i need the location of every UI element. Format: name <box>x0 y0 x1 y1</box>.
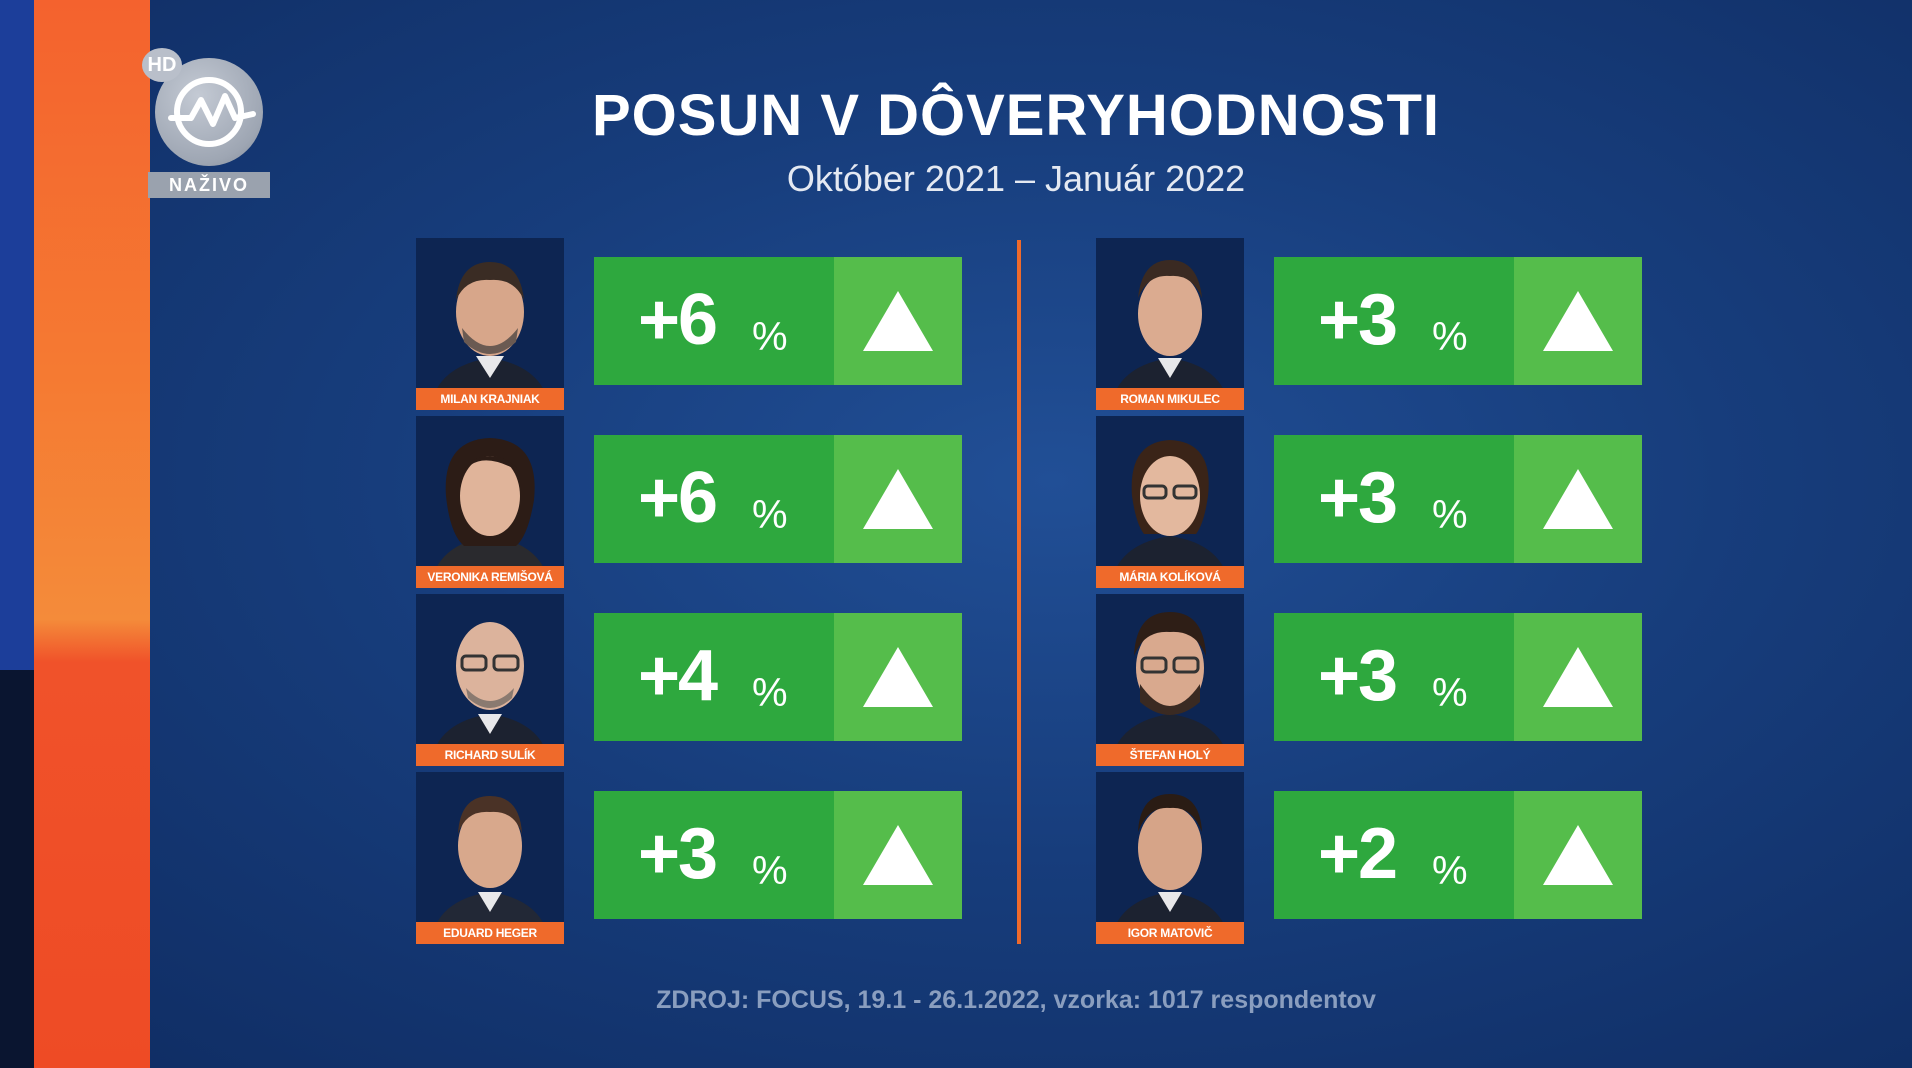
orange-side-bar <box>34 0 150 1068</box>
trend-box <box>834 613 962 741</box>
person-silhouette-icon <box>430 438 550 588</box>
column-divider <box>1017 240 1021 944</box>
value-number: +6 <box>638 280 718 360</box>
value-number: +6 <box>638 458 718 538</box>
person-silhouette-icon <box>1110 260 1230 410</box>
up-arrow-icon <box>1543 469 1613 529</box>
trend-box <box>834 791 962 919</box>
up-arrow-icon <box>1543 291 1613 351</box>
person-photo: MÁRIA KOLÍKOVÁ <box>1096 416 1244 588</box>
trend-box <box>1514 613 1642 741</box>
person-name: ROMAN MIKULEC <box>1096 388 1244 410</box>
value-box: +2 % <box>1274 791 1514 919</box>
person-silhouette-icon <box>1110 794 1230 944</box>
up-arrow-icon <box>1543 647 1613 707</box>
channel-logo-circle <box>155 58 263 166</box>
value-number: +3 <box>1318 636 1398 716</box>
person-name: VERONIKA REMIŠOVÁ <box>416 566 564 588</box>
value-number: +3 <box>1318 458 1398 538</box>
person-photo: VERONIKA REMIŠOVÁ <box>416 416 564 588</box>
value-box: +6 % <box>594 435 834 563</box>
person-photo: ROMAN MIKULEC <box>1096 238 1244 410</box>
markiza-wave-icon <box>168 77 256 147</box>
up-arrow-icon <box>863 825 933 885</box>
value-unit: % <box>1432 493 1468 537</box>
person-silhouette-icon <box>1110 612 1230 766</box>
value-box: +3 % <box>1274 613 1514 741</box>
left-edge-blue-strip <box>0 0 34 670</box>
person-name: EDUARD HEGER <box>416 922 564 944</box>
value-unit: % <box>752 315 788 359</box>
value-unit: % <box>752 849 788 893</box>
person-name: ŠTEFAN HOLÝ <box>1096 744 1244 766</box>
person-name: MILAN KRAJNIAK <box>416 388 564 410</box>
up-arrow-icon <box>863 647 933 707</box>
trend-box <box>1514 791 1642 919</box>
person-name: MÁRIA KOLÍKOVÁ <box>1096 566 1244 588</box>
person-photo: MILAN KRAJNIAK <box>416 238 564 410</box>
up-arrow-icon <box>1543 825 1613 885</box>
source-note: ZDROJ: FOCUS, 19.1 - 26.1.2022, vzorka: … <box>656 986 1376 1014</box>
trend-box <box>834 257 962 385</box>
person-photo: RICHARD SULÍK <box>416 594 564 766</box>
value-number: +3 <box>1318 280 1398 360</box>
value-number: +3 <box>638 814 718 894</box>
person-photo: IGOR MATOVIČ <box>1096 772 1244 944</box>
person-name: RICHARD SULÍK <box>416 744 564 766</box>
trend-box <box>1514 435 1642 563</box>
value-unit: % <box>1432 315 1468 359</box>
trend-box <box>834 435 962 563</box>
value-box: +3 % <box>1274 257 1514 385</box>
value-box: +3 % <box>594 791 834 919</box>
value-number: +2 <box>1318 814 1398 894</box>
value-number: +4 <box>638 636 718 716</box>
value-box: +4 % <box>594 613 834 741</box>
value-unit: % <box>1432 671 1468 715</box>
trend-box <box>1514 257 1642 385</box>
person-silhouette-icon <box>430 622 550 766</box>
person-silhouette-icon <box>430 796 550 944</box>
value-unit: % <box>752 493 788 537</box>
value-box: +6 % <box>594 257 834 385</box>
up-arrow-icon <box>863 469 933 529</box>
person-name: IGOR MATOVIČ <box>1096 922 1244 944</box>
page-subtitle: Október 2021 – Január 2022 <box>786 158 1246 199</box>
value-unit: % <box>752 671 788 715</box>
page-title: POSUN V DÔVERYHODNOSTI <box>591 83 1441 148</box>
value-box: +3 % <box>1274 435 1514 563</box>
up-arrow-icon <box>863 291 933 351</box>
person-silhouette-icon <box>430 262 550 410</box>
live-label: NAŽIVO <box>148 172 270 198</box>
person-photo: EDUARD HEGER <box>416 772 564 944</box>
person-photo: ŠTEFAN HOLÝ <box>1096 594 1244 766</box>
hd-badge: HD <box>142 48 182 82</box>
value-unit: % <box>1432 849 1468 893</box>
person-silhouette-icon <box>1110 440 1230 588</box>
